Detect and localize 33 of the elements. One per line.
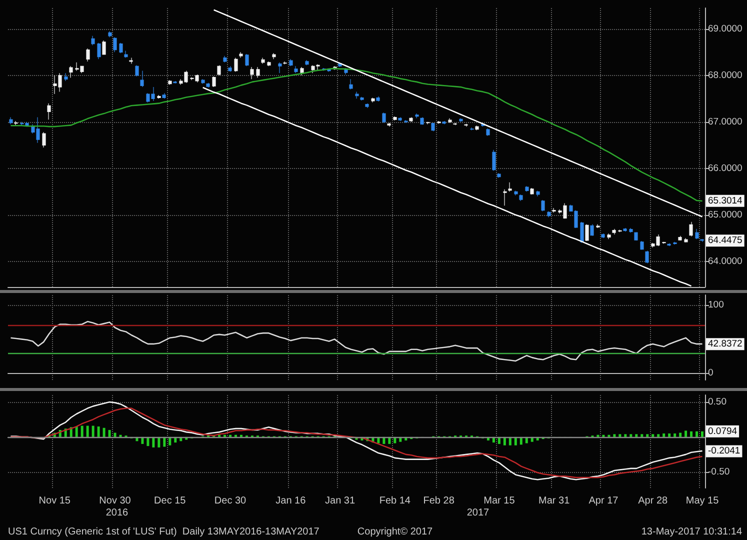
annotation: 42.8372: [708, 338, 742, 350]
y-tick-label: -0.50: [708, 466, 730, 478]
annotation: 64.4475: [708, 235, 742, 246]
x-tick-label: Apr 17: [588, 496, 619, 506]
y-tick-label: 64.0000: [708, 256, 742, 267]
x-tick-label: Feb 28: [423, 496, 455, 506]
x-tick-label: Jan 16: [276, 496, 306, 506]
x-tick-label: Apr 28: [638, 496, 668, 506]
y-tick-label: 100: [708, 300, 724, 311]
y-tick-label: 0.50: [708, 396, 726, 408]
x-tick-label: Dec 15: [154, 496, 186, 506]
x-tick-label: Feb 14: [379, 496, 411, 506]
annotation: 0.0794: [708, 426, 738, 437]
y-tick-label: 0: [708, 368, 714, 379]
text: 13-May-2017 10:31:14: [641, 526, 742, 538]
y-tick-label: 66.0000: [708, 162, 742, 174]
y-tick-label: 69.0000: [708, 23, 742, 34]
x-tick-label: Mar 31: [538, 496, 570, 506]
y-tick-label: 65.0000: [708, 209, 742, 220]
annotation: -0.2041: [708, 446, 740, 457]
text: 2016: [106, 508, 129, 518]
x-tick-label: Dec 30: [214, 496, 247, 506]
y-tick-label: 68.0000: [708, 70, 742, 81]
x-tick-label: Nov 30: [99, 496, 132, 506]
annotation: 65.3014: [708, 195, 742, 206]
text: US1 Curncy (Generic 1st of 'LUS' Fut) Daily 13MAY2016-13MAY2017: [8, 526, 320, 538]
x-tick-label: May 15: [686, 496, 720, 506]
x-tick-label: Jan 31: [325, 496, 356, 506]
x-tick-label: Nov 15: [38, 496, 71, 506]
y-tick-label: 67.0000: [708, 116, 742, 128]
x-tick-label: Mar 15: [484, 496, 516, 506]
text: 2017: [466, 508, 490, 518]
text: Copyright© 2017: [357, 526, 434, 538]
